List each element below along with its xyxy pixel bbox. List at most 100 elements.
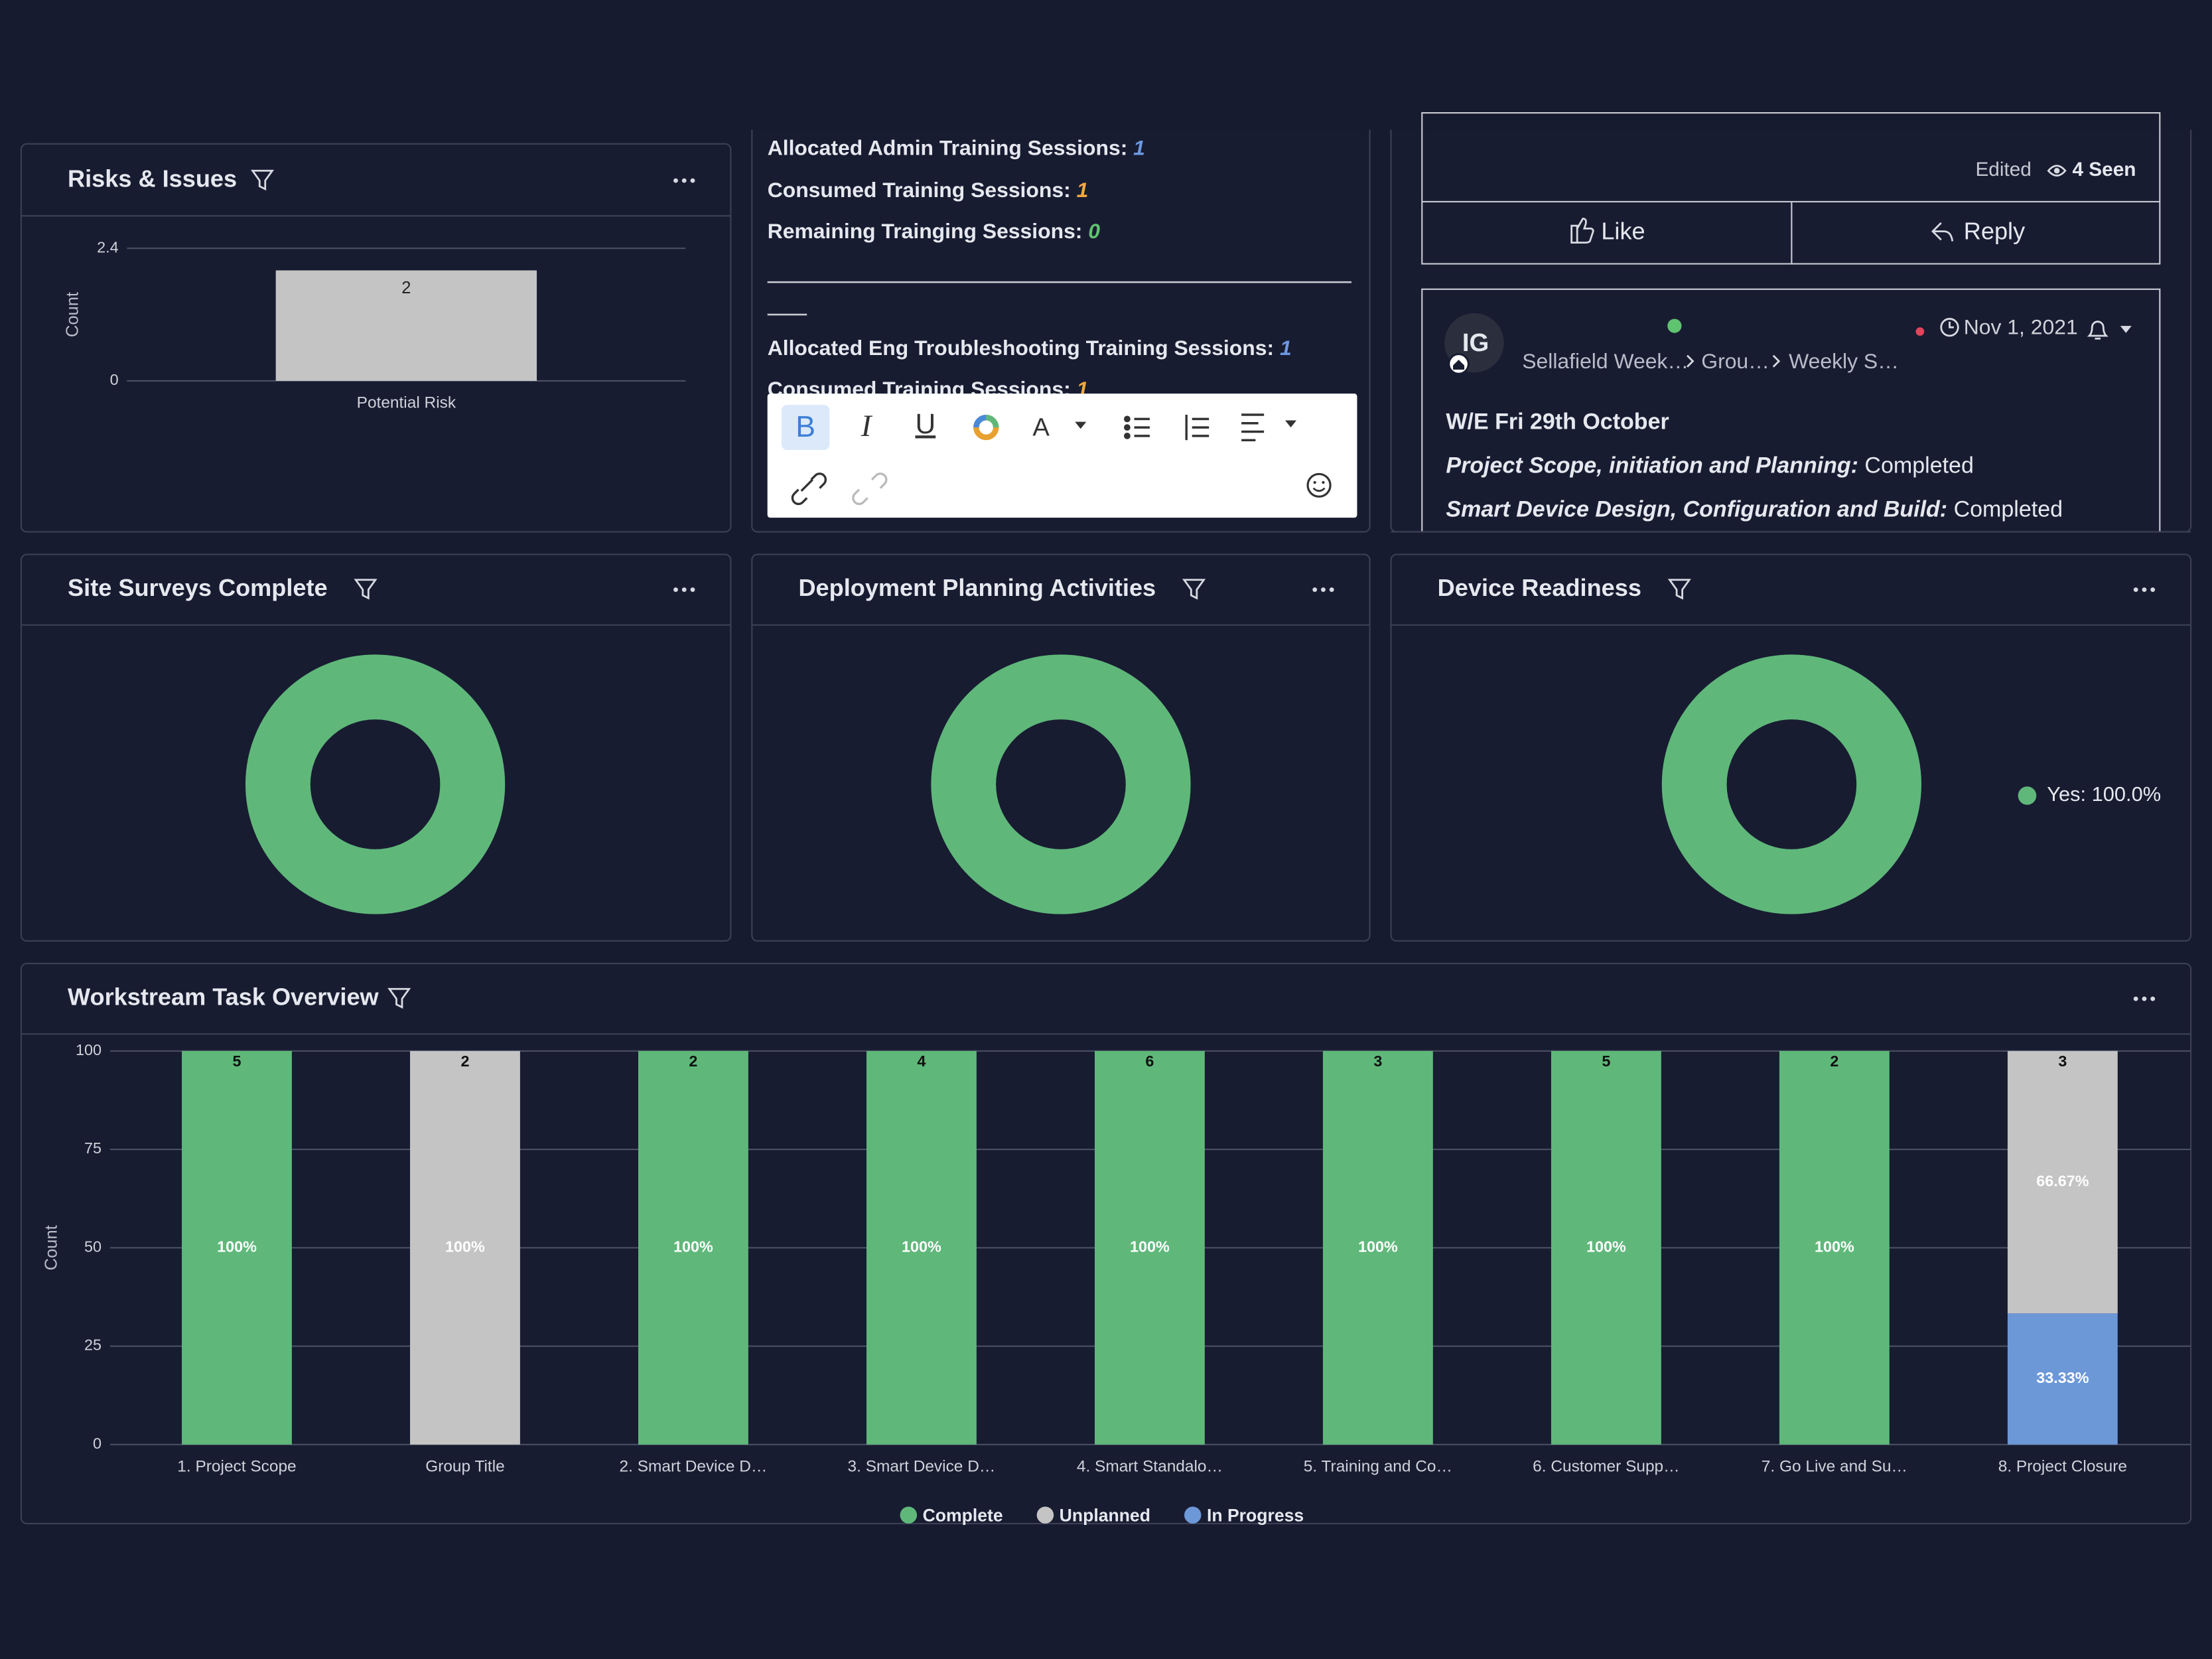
item-status: Completed [1954, 497, 2063, 522]
breadcrumb-sep [1687, 354, 1694, 368]
segment-label: 100% [445, 1238, 485, 1255]
line-label: Remaining Trainging Sessions: [768, 219, 1083, 243]
list-buttons[interactable] [1124, 413, 1265, 441]
bell-icon[interactable] [2087, 321, 2108, 340]
bar-segment [410, 1050, 520, 1445]
widget-title: Deployment Planning Activities [798, 574, 1156, 601]
legend-swatch[interactable] [1036, 1506, 1054, 1524]
total-label: 4 [917, 1052, 926, 1070]
edited-label: Edited [1975, 159, 2031, 180]
tick-label: 6. Customer Supp… [1533, 1457, 1679, 1475]
menu-dots[interactable] [1321, 587, 1326, 593]
bar-segment [2007, 1050, 2118, 1314]
breadcrumb[interactable]: Weekly S… [1789, 349, 1899, 373]
donut-panel [1390, 553, 2192, 942]
legend-label[interactable]: Complete [923, 1505, 1003, 1525]
line-value: 1 [1280, 336, 1292, 360]
bold-button-bg[interactable] [781, 405, 830, 451]
dropdown[interactable] [2120, 326, 2132, 333]
line-value: 1 [1077, 179, 1089, 202]
line-label: Allocated Admin Training Sessions: [768, 136, 1128, 160]
underline-button[interactable]: U [915, 409, 935, 440]
total-label: 5 [232, 1052, 241, 1070]
bar-segment [1779, 1050, 1890, 1445]
filter-icon[interactable] [354, 579, 378, 600]
panel-gap [1391, 532, 2191, 552]
training-line: Allocated Eng Troubleshooting Training S… [768, 336, 1292, 360]
total-label: 6 [1145, 1052, 1154, 1070]
total-label: 2 [460, 1052, 469, 1070]
italic-button[interactable]: I [861, 409, 873, 443]
color-icon [973, 415, 987, 428]
widget-title: Site Surveys Complete [68, 574, 328, 601]
menu-dots[interactable] [2142, 587, 2147, 593]
donut-panel [20, 553, 732, 942]
line-value: 1 [1133, 136, 1145, 160]
tick-label: 2.4 [97, 238, 119, 255]
segment-label: 100% [673, 1238, 713, 1255]
menu-dots[interactable] [690, 178, 695, 183]
bar-segment [1322, 1050, 1433, 1445]
segment-label: 100% [902, 1238, 941, 1255]
bold-button[interactable]: B [795, 411, 815, 443]
menu-dots[interactable] [2133, 587, 2138, 593]
menu-dots[interactable] [681, 587, 687, 593]
segment-label: 66.67% [2036, 1173, 2089, 1190]
menu-dots[interactable] [2150, 587, 2156, 593]
menu-dots[interactable] [681, 178, 687, 183]
item-status: Completed [1864, 453, 1973, 478]
tick-label: 3. Smart Device D… [848, 1457, 996, 1475]
tick-label: 5. Training and Co… [1304, 1457, 1452, 1475]
filter-icon[interactable] [250, 169, 275, 191]
menu-dots[interactable] [673, 178, 678, 183]
donut-slice [931, 654, 1191, 914]
reply-icon[interactable] [1931, 222, 1954, 242]
segment-label: 100% [1358, 1238, 1398, 1255]
menu-dots[interactable] [2142, 996, 2147, 1001]
filter-icon[interactable] [387, 987, 411, 1009]
dropdown[interactable] [1285, 420, 1297, 428]
reply-button[interactable]: Reply [1964, 217, 2025, 244]
breadcrumb[interactable]: Grou… [1701, 349, 1769, 373]
donut-panel [751, 553, 1371, 942]
like-button[interactable]: Like [1601, 217, 1645, 244]
menu-dots[interactable] [1312, 587, 1318, 593]
unlink-button[interactable] [852, 472, 888, 506]
legend-label[interactable]: In Progress [1207, 1505, 1304, 1525]
segment-label: 33.33% [2036, 1369, 2089, 1386]
font-button[interactable]: A [1032, 413, 1050, 441]
bar-segment [2007, 1313, 2118, 1445]
eye-icon [2053, 167, 2060, 174]
menu-dots[interactable] [1329, 587, 1334, 593]
menu-dots[interactable] [2150, 996, 2156, 1001]
menu-dots[interactable] [673, 587, 678, 593]
training-line: Consumed Training Sessions: 1 [768, 179, 1089, 202]
filter-icon[interactable] [1182, 579, 1206, 600]
link-button[interactable] [791, 472, 827, 506]
menu-dots[interactable] [2133, 996, 2138, 1001]
clock-icon [1940, 318, 1959, 337]
bar [275, 270, 537, 381]
total-label: 2 [1830, 1052, 1838, 1070]
menu-dots[interactable] [690, 587, 695, 593]
legend-swatch[interactable] [1184, 1506, 1202, 1524]
bar-segment [1551, 1050, 1661, 1445]
legend-swatch [2018, 786, 2037, 805]
bar-segment [638, 1050, 748, 1445]
tick-label: 25 [84, 1336, 102, 1354]
line-label: Allocated Eng Troubleshooting Training S… [768, 336, 1274, 360]
total-label: 3 [1373, 1052, 1382, 1070]
dropdown[interactable] [1075, 421, 1087, 429]
emoji-button[interactable] [1306, 472, 1332, 498]
legend-swatch[interactable] [900, 1506, 918, 1524]
legend-label: Yes: 100.0% [2047, 782, 2161, 806]
segment-label: 100% [217, 1238, 257, 1255]
line-value: 0 [1088, 219, 1100, 243]
y-axis-label: Count [63, 292, 82, 337]
seen-count: 4 Seen [2072, 159, 2136, 180]
legend-label[interactable]: Unplanned [1060, 1505, 1150, 1525]
like-icon[interactable] [1570, 218, 1594, 244]
breadcrumb[interactable]: Sellafield Week… [1522, 349, 1689, 373]
filter-icon[interactable] [1667, 579, 1691, 600]
training-line: Remaining Trainging Sessions: 0 [768, 219, 1101, 243]
